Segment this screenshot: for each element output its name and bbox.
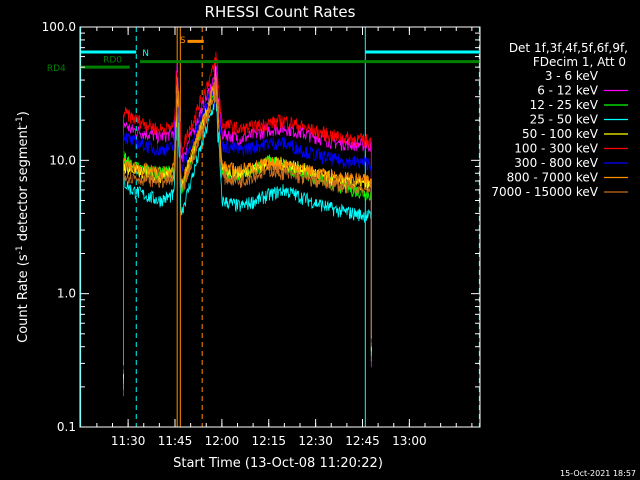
x-tick-label: 12:15 — [251, 434, 286, 448]
x-axis-label: Start Time (13-Oct-08 11:20:22) — [173, 456, 383, 471]
y-tick-label: 100.0 — [42, 20, 76, 34]
flag-label: S — [180, 36, 186, 46]
x-tick-label: 12:00 — [205, 434, 240, 448]
series-line — [123, 75, 372, 362]
legend-entry-label: 3 - 6 keV — [545, 69, 599, 83]
y-tick-label: 0.1 — [57, 420, 76, 434]
legend-entry-label: 100 - 300 keV — [514, 142, 598, 156]
legend-entry-label: 12 - 25 keV — [530, 98, 599, 112]
flag-label: RD0 — [103, 56, 122, 66]
x-tick-label: 13:00 — [392, 434, 427, 448]
y-axis-label-part: detector segment — [16, 125, 31, 245]
footer-timestamp: 15-Oct-2021 18:57 — [560, 469, 636, 478]
legend-entry-label: 300 - 800 keV — [514, 156, 598, 170]
legend-entry-label: 25 - 50 keV — [530, 113, 599, 127]
legend-entry-label: 6 - 12 keV — [537, 84, 599, 98]
y-axis: 100.0 10.0 1.0 0.1 — [42, 20, 480, 434]
x-tick-label: 11:30 — [111, 434, 146, 448]
series-line — [123, 80, 372, 384]
legend-entry-label: 800 - 7000 keV — [507, 171, 599, 185]
series-line — [123, 65, 372, 366]
plot-frame — [79, 26, 481, 428]
plot-area — [80, 27, 480, 427]
x-tick-label: 11:45 — [158, 434, 193, 448]
y-tick-label: 1.0 — [57, 287, 76, 301]
series-line — [123, 72, 372, 370]
legend-header-line: Det 1f,3f,4f,5f,6f,9f, — [509, 41, 628, 55]
y-axis-label-sup: -1 — [15, 116, 25, 125]
legend-entry-label: 7000 - 15000 keV — [491, 185, 598, 199]
y-axis-label-part: Count Rate (s — [16, 254, 31, 343]
legend-header-line: FDecim 1, Att 0 — [533, 55, 626, 69]
series-line — [123, 51, 372, 374]
y-axis-label-part: ) — [16, 111, 31, 116]
series-line — [123, 75, 372, 379]
x-axis: 11:30 11:45 12:00 12:15 12:30 12:45 13:00 — [96, 27, 473, 448]
y-tick-label: 10.0 — [49, 153, 76, 167]
legend-entry-label: 50 - 100 keV — [522, 127, 599, 141]
flag-label: N — [142, 49, 149, 59]
series-line — [123, 72, 372, 390]
x-tick-label: 12:45 — [345, 434, 380, 448]
chart-title: RHESSI Count Rates — [205, 3, 356, 21]
y-axis-label-sup: -1 — [15, 245, 25, 254]
flag-label: RD4 — [47, 64, 66, 74]
series-line — [123, 58, 372, 397]
y-axis-label: Count Rate (s-1 detector segment-1) — [15, 111, 31, 343]
x-tick-label: 12:30 — [298, 434, 333, 448]
